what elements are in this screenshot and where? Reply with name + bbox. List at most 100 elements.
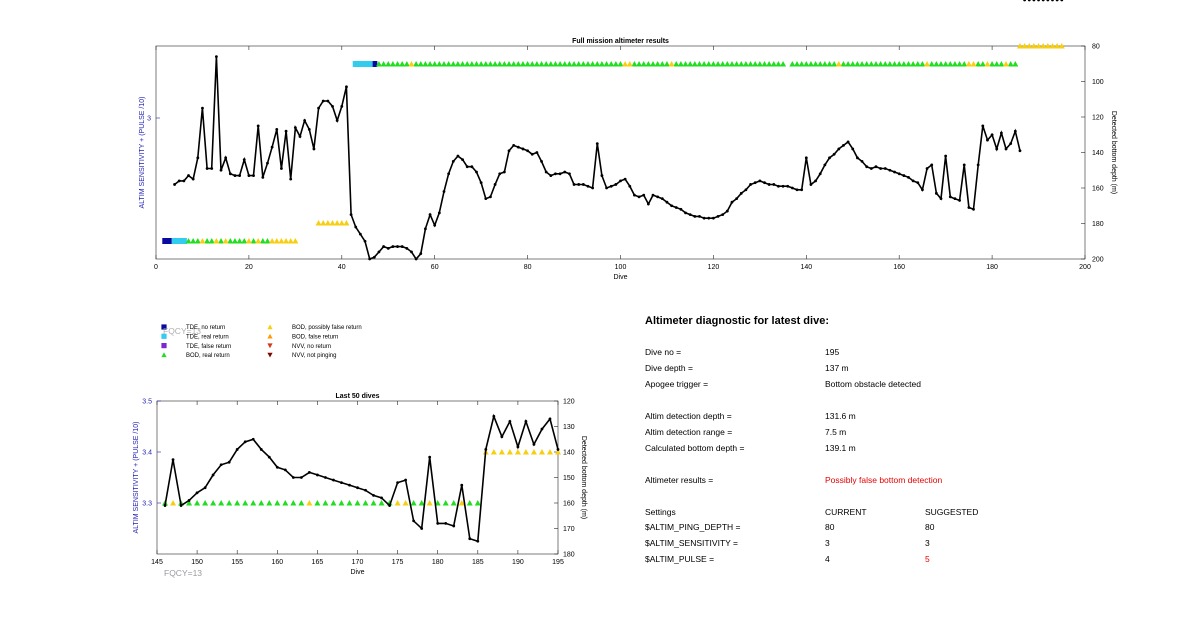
altimeter-marker <box>492 61 499 67</box>
altimeter-marker <box>798 61 805 67</box>
altimeter-marker <box>234 500 241 506</box>
altimeter-marker <box>166 238 173 244</box>
bottom-depth-point <box>735 197 739 201</box>
altimeter-marker <box>324 220 331 226</box>
bottom-depth-point <box>410 250 413 254</box>
legend-label: TDE, false return <box>186 344 231 350</box>
altimeter-marker <box>896 61 903 67</box>
altimeter-marker <box>519 61 526 67</box>
bottom-depth-point <box>809 183 813 186</box>
altimeter-marker <box>426 500 433 506</box>
bottom-depth-point <box>205 167 209 170</box>
altimeter-marker <box>863 61 870 67</box>
altimeter-marker <box>290 500 297 506</box>
x-tick-label: 195 <box>552 559 564 566</box>
altimeter-marker <box>696 61 703 67</box>
bottom-depth-point <box>388 504 391 507</box>
altimeter-marker <box>478 61 485 67</box>
x-tick-label: 40 <box>338 264 346 271</box>
bottom-depth-point <box>284 129 288 133</box>
bottom-depth-point <box>460 483 464 487</box>
bottom-depth-point <box>267 455 271 459</box>
plot-frame <box>155 45 1086 260</box>
bottom-depth-point <box>372 255 376 259</box>
altimeter-marker <box>204 238 211 244</box>
altimeter-marker <box>269 238 276 244</box>
x-tick-label: 175 <box>392 559 404 566</box>
bottom-depth-point <box>572 183 576 186</box>
bottom-depth-point <box>967 206 971 209</box>
y-left-axis-label: ALTIM SENSITIVITY + (PULSE /10) <box>133 422 140 534</box>
bottom-depth-point <box>400 245 404 248</box>
bottom-depth-point <box>492 414 496 418</box>
bottom-depth-point <box>516 145 520 149</box>
altimeter-marker <box>378 500 385 506</box>
bottom-depth-point <box>498 172 502 176</box>
altimeter-marker <box>645 61 652 67</box>
altimeter-marker <box>900 61 907 67</box>
bottom-depth-point <box>846 140 850 144</box>
altimeter-marker <box>733 61 740 67</box>
x-tick-label: 150 <box>191 559 203 566</box>
altimeter-marker <box>190 238 197 244</box>
altimeter-marker <box>370 500 377 506</box>
bottom-depth-point <box>404 478 408 482</box>
altimeter-marker <box>487 61 494 67</box>
altimeter-marker <box>522 449 529 455</box>
bottom-depth-point <box>211 473 215 477</box>
altimeter-marker <box>766 61 773 67</box>
altimeter-marker <box>770 61 777 67</box>
legend-label: BOD, possibly false return <box>292 325 362 331</box>
y-left-tick-label: 3.4 <box>142 450 152 457</box>
bottom-depth-point <box>414 257 418 261</box>
legend-label: NVV, not pinging <box>292 353 336 359</box>
altimeter-marker <box>490 449 497 455</box>
bottom-depth-point <box>651 193 655 197</box>
bottom-depth-point <box>786 184 790 188</box>
altimeter-marker <box>1058 43 1065 49</box>
legend-marker <box>161 352 167 358</box>
y-right-tick-label: 120 <box>563 399 575 406</box>
x-tick-label: 190 <box>512 559 524 566</box>
altimeter-marker <box>250 238 257 244</box>
altimeter-marker <box>775 61 782 67</box>
x-tick-label: 120 <box>708 264 720 271</box>
altimeter-marker <box>938 61 945 67</box>
bottom-depth-point <box>476 539 480 543</box>
altimeter-marker <box>617 61 624 67</box>
altimeter-marker <box>631 61 638 67</box>
altimeter-marker <box>747 61 754 67</box>
bottom-depth-point <box>855 156 859 160</box>
bottom-depth-point <box>420 527 424 530</box>
bottom-depth-point <box>364 488 367 492</box>
altimeter-marker <box>468 61 475 67</box>
altimeter-marker <box>854 61 861 67</box>
altimeter-marker <box>891 61 898 67</box>
altimeter-marker <box>375 61 382 67</box>
bottom-depth-point <box>465 165 469 169</box>
bottom-depth-point <box>335 119 339 122</box>
bottom-depth-point <box>832 152 836 156</box>
altimeter-marker <box>580 61 587 67</box>
altimeter-marker <box>636 61 643 67</box>
bottom-depth-line <box>164 413 559 543</box>
altimeter-marker <box>905 61 912 67</box>
altimeter-marker <box>612 61 619 67</box>
altimeter-marker <box>728 61 735 67</box>
bottom-depth-point <box>298 135 302 138</box>
bottom-depth-point <box>758 179 762 183</box>
bottom-depth-point <box>428 455 432 459</box>
altimeter-marker <box>445 61 452 67</box>
legend-marker <box>267 324 273 330</box>
altimeter-marker <box>812 61 819 67</box>
bottom-depth-point <box>800 188 804 192</box>
bottom-depth-point <box>716 215 720 218</box>
bottom-depth-point <box>363 239 367 243</box>
altimeter-marker <box>807 61 814 67</box>
bottom-depth-point <box>214 55 218 59</box>
bottom-depth-point <box>386 246 390 250</box>
altimeter-marker <box>408 61 415 67</box>
bottom-depth-point <box>196 156 200 160</box>
altimeter-marker <box>259 238 266 244</box>
altimeter-marker <box>575 61 582 67</box>
